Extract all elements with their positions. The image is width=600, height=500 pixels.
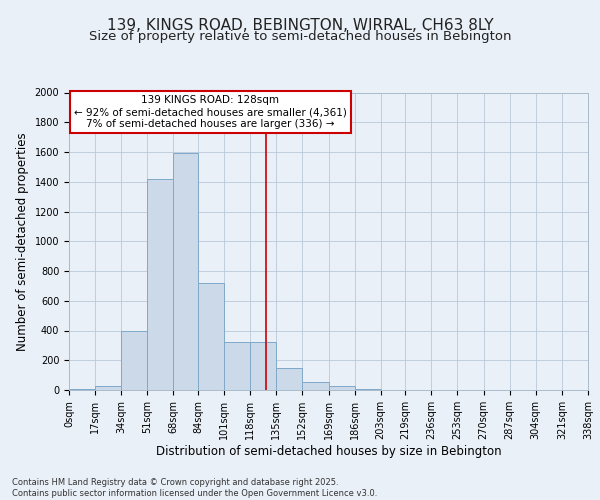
- Bar: [250, 342, 276, 390]
- Bar: [198, 283, 224, 390]
- Bar: [95, 386, 121, 390]
- Bar: [121, 330, 148, 390]
- Bar: [302, 382, 329, 390]
- Text: 139 KINGS ROAD: 128sqm
← 92% of semi-detached houses are smaller (4,361)
7% of s: 139 KINGS ROAD: 128sqm ← 92% of semi-det…: [74, 96, 347, 128]
- Y-axis label: Number of semi-detached properties: Number of semi-detached properties: [16, 132, 29, 350]
- Bar: [148, 179, 173, 390]
- Text: Contains HM Land Registry data © Crown copyright and database right 2025.
Contai: Contains HM Land Registry data © Crown c…: [12, 478, 377, 498]
- X-axis label: Distribution of semi-detached houses by size in Bebington: Distribution of semi-detached houses by …: [155, 444, 502, 458]
- Bar: [329, 386, 355, 390]
- Bar: [173, 154, 198, 390]
- Text: 139, KINGS ROAD, BEBINGTON, WIRRAL, CH63 8LY: 139, KINGS ROAD, BEBINGTON, WIRRAL, CH63…: [107, 18, 493, 32]
- Bar: [276, 368, 302, 390]
- Text: Size of property relative to semi-detached houses in Bebington: Size of property relative to semi-detach…: [89, 30, 511, 43]
- Bar: [224, 342, 250, 390]
